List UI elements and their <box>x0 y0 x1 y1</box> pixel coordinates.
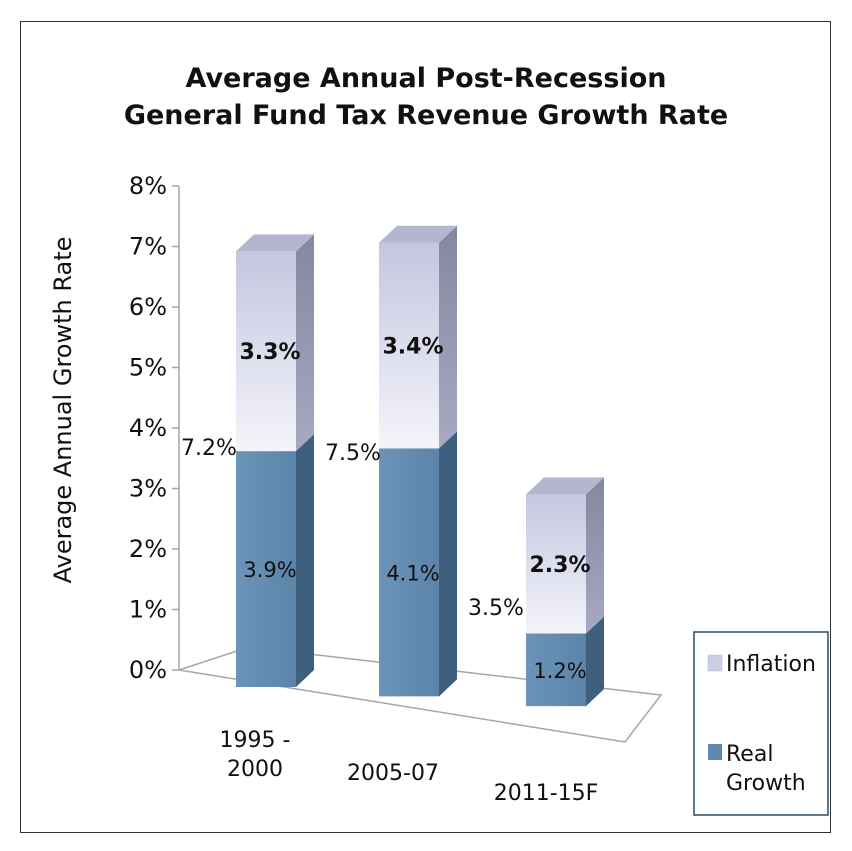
bar-real-growth-front <box>236 451 296 687</box>
y-tick-label: 5% <box>129 354 167 382</box>
data-labels: 3.9% 3.3% 7.2% 4.1% 3.4% 7.5% 1.2% 2.3%3.5% <box>181 335 590 683</box>
bar-inflation-front <box>526 494 586 634</box>
legend-swatch-real-growth <box>708 744 722 760</box>
chart-title-line-2: General Fund Tax Revenue Growth Rate <box>124 100 728 131</box>
data-label-real-growth: 4.1% <box>386 561 439 585</box>
bar-real-growth-side <box>296 434 314 687</box>
bars <box>236 225 604 707</box>
bar-inflation-top <box>379 225 457 243</box>
x-tick-label: 1995 - <box>220 728 291 753</box>
data-label-real-growth: 1.2% <box>533 659 586 683</box>
legend-label-real-growth-line-2: Growth <box>726 771 806 796</box>
legend-label-inflation: Inflation <box>726 652 816 677</box>
x-axis: 1995 - 2000 2005-07 2011-15F <box>220 728 599 806</box>
x-tick-label: 2011-15F <box>494 781 599 806</box>
bar-real-growth-side <box>439 431 457 697</box>
chart-frame: Average Annual Post-Recession General Fun… <box>20 21 831 833</box>
bar-inflation-side <box>439 225 457 449</box>
chart-title-line-1: Average Annual Post-Recession <box>186 63 667 94</box>
bar-inflation-front <box>236 251 296 452</box>
y-axis-title: Average Annual Growth Rate <box>49 237 77 584</box>
bar-inflation-side <box>586 477 604 634</box>
chart-floor <box>178 646 663 743</box>
y-tick-label: 7% <box>129 233 167 261</box>
chart-title: Average Annual Post-Recession General Fun… <box>124 63 728 131</box>
y-axis: 0% 1% 2% 3% 4% 5% 6% 7% 8% <box>129 172 180 684</box>
y-tick-label: 1% <box>129 596 167 624</box>
bar-real-growth-side <box>586 616 604 707</box>
legend: Inflation Real Growth <box>693 631 829 816</box>
y-tick-label: 4% <box>129 414 167 442</box>
bar-inflation-side <box>296 234 314 452</box>
data-label-real-growth: 3.9% <box>243 558 296 582</box>
bar-inflation-top <box>526 477 604 495</box>
y-tick-label: 6% <box>129 293 167 321</box>
chart: Average Annual Post-Recession General Fun… <box>49 63 829 816</box>
bar-1 <box>236 234 314 687</box>
y-tick-label: 8% <box>129 172 167 200</box>
y-tick-label: 2% <box>129 535 167 563</box>
y-tick-label: 0% <box>129 656 167 684</box>
bar-real-growth-front <box>526 633 586 707</box>
bar-inflation-top <box>236 234 314 252</box>
data-label-inflation: 2.3% <box>529 553 590 578</box>
bar-2 <box>379 225 457 697</box>
x-tick-label: 2000 <box>227 757 283 782</box>
data-label-total: 7.2% <box>181 436 237 461</box>
data-label-total: 3.5% <box>468 596 524 621</box>
x-tick-label: 2005-07 <box>347 761 439 786</box>
bar-real-growth-front <box>379 448 439 697</box>
data-label-inflation: 3.4% <box>382 335 443 360</box>
legend-swatch-inflation <box>707 654 723 672</box>
floor-outline <box>178 646 663 743</box>
data-label-total: 7.5% <box>325 441 381 466</box>
data-label-inflation: 3.3% <box>239 340 300 365</box>
bar-3 <box>526 477 604 707</box>
legend-label-real-growth-line-1: Real <box>726 742 773 767</box>
y-tick-label: 3% <box>129 475 167 503</box>
y-axis-title-text: Average Annual Growth Rate <box>49 237 77 584</box>
bar-inflation-front <box>379 242 439 449</box>
